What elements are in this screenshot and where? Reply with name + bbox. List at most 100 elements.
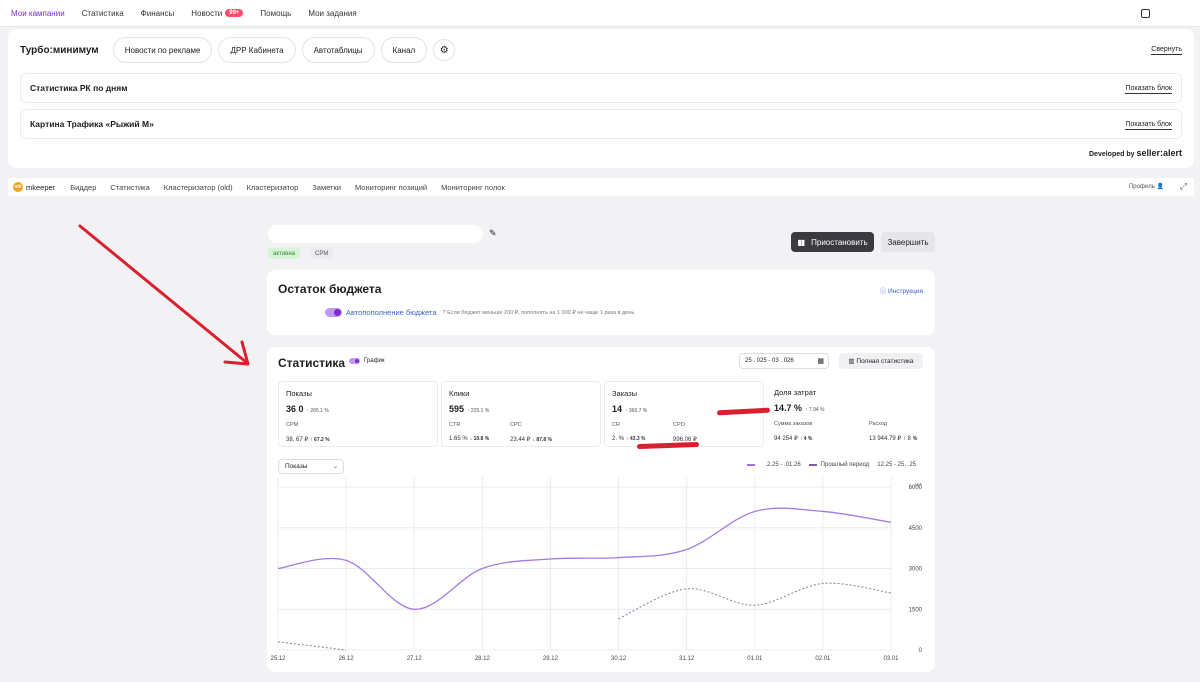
full-stats-button[interactable]: ▥ Полная статистика <box>839 353 923 369</box>
turbo-brand: Турбо:минимум <box>20 44 99 56</box>
chevron-down-icon: ⌄ <box>332 464 338 470</box>
news-badge: 99+ <box>225 9 244 17</box>
nav-finance[interactable]: Финансы <box>140 8 175 18</box>
mk-nav-statistics[interactable]: Статистика <box>110 182 150 192</box>
pause-button[interactable]: ▮▮ Приостановить <box>791 232 874 252</box>
instruction-link[interactable]: ⓘ Инструкция <box>880 285 923 295</box>
x-tick-label: 27.12 <box>407 656 423 662</box>
sub-label: CTR <box>449 422 461 428</box>
finish-button[interactable]: Завершить <box>881 232 935 252</box>
drr-button[interactable]: ДРР Кабинета <box>218 37 296 63</box>
autorefill-hint: ? Если бюджет меньше 200 ₽, пополнять на… <box>443 310 635 316</box>
sub-value: 996.06 ₽ <box>673 436 697 443</box>
x-tick-label: 25.12 <box>270 656 286 662</box>
mk-nav-clusterizer-old[interactable]: Кластеризатор (old) <box>163 182 233 192</box>
sub-value-text: 38. 67 ₽ <box>286 437 309 443</box>
bar-chart-icon: ▥ <box>848 358 855 365</box>
y-tick-label: 4500 <box>909 526 923 532</box>
sub-value-text: 1.65 % <box>449 436 468 442</box>
metric-impressions[interactable]: Показы 36 0 ↑ 265.1 % CPM 38. 67 ₽ ↑ 67.2 … <box>278 381 438 447</box>
sub-value-text: 996.06 ₽ <box>673 437 697 443</box>
y-axis-unit: шт <box>915 482 922 488</box>
wallet-icon[interactable] <box>1141 9 1150 18</box>
sub-value: 94 254 ₽ ↑ 4 % <box>774 435 812 442</box>
series-line-previous <box>618 582 892 620</box>
support-icon[interactable]: ⚙ <box>433 39 456 61</box>
metric-clicks[interactable]: Клики 595 ↑ 225.1 % CTR 1.65 % ↓ 10.8 % CP… <box>441 381 601 447</box>
metric-value-text: 14.7 % <box>774 403 803 413</box>
user-icon: 👤 <box>1156 184 1164 190</box>
metric-value-text: 14 <box>612 404 623 414</box>
budget-title: Остаток бюджета <box>278 282 382 296</box>
nav-help[interactable]: Помощь <box>260 8 292 18</box>
sub-change: ↓ 10.8 % <box>469 436 490 442</box>
channel-button[interactable]: Канал <box>380 37 428 63</box>
x-tick-label: 03.01 <box>883 656 899 662</box>
metrics-row: Показы 36 0 ↑ 265.1 % CPM 38. 67 ₽ ↑ 67.2 … <box>278 381 925 447</box>
type-badge: CPM <box>310 248 334 259</box>
profile-link[interactable]: Профиль 👤 <box>1129 183 1164 190</box>
autotables-button[interactable]: Автотаблицы <box>301 37 375 63</box>
full-stats-label: Полная статистика <box>856 357 914 365</box>
mkeeper-nav: mk mkeeper Биддер Статистика Кластеризат… <box>8 178 1194 196</box>
collapse-link[interactable]: Свернуть <box>1151 46 1182 55</box>
sub-change: ↓ 87.8 % <box>532 437 552 443</box>
metric-value: 36 0 ↑ 265.1 % <box>286 404 430 414</box>
nav-my-tasks[interactable]: Мои задания <box>308 8 357 18</box>
date-range-value: 25 . 025 - 03 . 026 <box>745 358 794 364</box>
mk-nav-notes[interactable]: Заметки <box>312 182 341 192</box>
sub-value: 23.44 ₽ ↓ 87.8 % <box>510 436 552 443</box>
sub-label: Расход <box>869 421 888 427</box>
metric-select[interactable]: Показы ⌄ <box>278 459 344 474</box>
sub-value-text: 23.44 ₽ <box>510 437 531 443</box>
stats-title: Статистика <box>278 356 346 370</box>
metric-value: 595 ↑ 225.1 % <box>449 404 593 414</box>
edit-pencil-icon[interactable]: ✎ <box>489 228 497 238</box>
graph-toggle[interactable] <box>349 358 360 364</box>
mk-nav-clusterizer[interactable]: Кластеризатор <box>246 182 299 192</box>
sub-change: ↑ 67.2 % <box>310 437 330 443</box>
sub-label: CR <box>612 422 620 428</box>
metric-cost-share[interactable]: Доля затрат 14.7 % ↑ 7.94 % Сумма заказов… <box>767 381 925 447</box>
sub-change: ↑ 43.3 % <box>626 436 646 442</box>
legend-prev-range: 12.25 - 25. .25 <box>877 462 916 468</box>
developed-by: Developed by seller:alert <box>1089 148 1182 158</box>
expand-icon[interactable]: ⤢ <box>1179 181 1187 191</box>
y-tick-label: 6000 <box>909 485 923 491</box>
metric-value: 14 ↑ 366.7 % <box>612 404 756 414</box>
campaign-name-redacted <box>268 225 483 243</box>
y-tick-label: 1500 <box>909 607 923 613</box>
info-icon: ⓘ <box>879 288 887 295</box>
sub-change: ↑ 4 % <box>799 436 813 442</box>
show-block-link[interactable]: Показать блок <box>1125 121 1172 130</box>
metric-title: Клики <box>449 389 470 398</box>
metric-change: ↑ 225.1 % <box>467 408 490 414</box>
mk-nav-shelves[interactable]: Мониторинг полок <box>441 182 505 192</box>
metric-change: ↑ 265.1 % <box>306 408 329 414</box>
mk-nav-bidder[interactable]: Биддер <box>70 182 97 192</box>
legend-prev-label: Прошлый период <box>820 462 870 468</box>
sub-label: Сумма заказов <box>774 421 813 427</box>
autorefill-row: Автопополнение бюджета ? Если бюджет мен… <box>325 308 634 317</box>
y-tick-label: 3000 <box>909 567 923 573</box>
stats-card: Статистика График 25 . 025 - 03 . 026 ▦ … <box>267 347 935 672</box>
nav-news[interactable]: Новости 99+ <box>191 9 244 18</box>
mkeeper-logo[interactable]: mk mkeeper <box>13 182 55 192</box>
mk-nav-positions[interactable]: Мониторинг позиций <box>354 182 428 192</box>
autorefill-hint-text: Если бюджет меньше 200 ₽, пополнять на 1… <box>447 309 635 316</box>
pause-icon: ▮▮ <box>797 237 805 247</box>
developed-by-label: Developed by <box>1089 151 1135 158</box>
nav-my-campaigns[interactable]: Мои кампании <box>11 8 65 18</box>
metric-select-value: Показы <box>285 463 308 470</box>
news-ads-button[interactable]: Новости по рекламе <box>112 37 213 63</box>
block-traffic: Картина Трафика «Рыжий М» Показать блок <box>20 109 1182 139</box>
graph-toggle-row: График <box>349 358 385 364</box>
x-tick-label: 26.12 <box>339 656 355 662</box>
autorefill-label[interactable]: Автопополнение бюджета <box>346 308 437 317</box>
block-title: Картина Трафика «Рыжий М» <box>30 119 154 129</box>
autorefill-toggle[interactable] <box>325 308 342 317</box>
sub-value: 38. 67 ₽ ↑ 67.2 % <box>286 436 330 443</box>
nav-statistics[interactable]: Статистика <box>81 8 124 18</box>
show-block-link[interactable]: Показать блок <box>1125 85 1172 94</box>
date-range-picker[interactable]: 25 . 025 - 03 . 026 ▦ <box>739 353 829 369</box>
